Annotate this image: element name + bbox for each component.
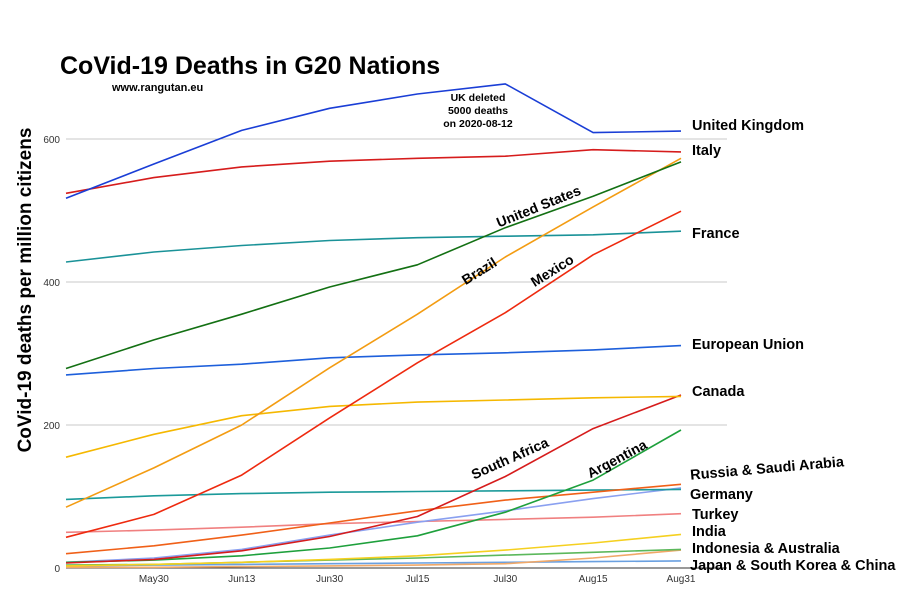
end-label-india: India [692, 524, 726, 540]
uk-annotation: UK deleted 5000 deaths on 2020-08-12 [428, 92, 528, 131]
end-label-united-kingdom: United Kingdom [692, 118, 804, 134]
series-line [65, 230, 682, 263]
series-line [65, 395, 682, 458]
series-line [65, 148, 682, 195]
end-label-italy: Italy [692, 143, 722, 159]
y-tick-label: 400 [43, 278, 60, 289]
annotation-line: UK deleted [450, 92, 506, 104]
x-tick-label: Aug15 [579, 574, 608, 585]
series-line [65, 483, 682, 555]
y-tick-label: 600 [43, 135, 60, 146]
x-tick-label: May30 [139, 574, 169, 585]
chart-subtitle: www.rangutan.eu [112, 82, 204, 94]
series-line [65, 161, 682, 370]
series-line [65, 394, 682, 564]
y-tick-label: 200 [43, 421, 60, 432]
end-label-european-union: European Union [692, 337, 804, 353]
x-tick-label: Aug31 [667, 574, 696, 585]
x-tick-label: Jun13 [228, 574, 256, 585]
series-line [65, 487, 682, 564]
series-line [65, 429, 682, 564]
series-line [65, 488, 682, 501]
series-line [65, 560, 682, 567]
series-line [65, 344, 682, 376]
series-line [65, 157, 682, 508]
annotation-line: 5000 deaths [447, 105, 509, 117]
end-label-indonesia-australia: Indonesia & Australia [692, 541, 840, 557]
x-tick-label: Jun30 [316, 574, 344, 585]
x-tick-label: Jul30 [493, 574, 517, 585]
y-tick-label: 0 [54, 564, 60, 575]
series-line [66, 549, 682, 569]
y-axis-label: CoVid-19 deaths per million citizens [15, 127, 36, 453]
series-line [65, 512, 682, 534]
annotation-line: on 2020-08-12 [443, 118, 513, 130]
end-label-turkey: Turkey [692, 507, 739, 523]
end-label-france: France [692, 226, 740, 242]
end-label-canada: Canada [692, 384, 745, 400]
end-label-germany: Germany [690, 487, 753, 503]
series-line [65, 210, 682, 539]
x-tick-label: Jul15 [405, 574, 429, 585]
series-line [65, 83, 682, 200]
end-label-japan-korea-china: Japan & South Korea & China [690, 558, 896, 574]
series-line [65, 533, 682, 567]
chart-title: CoVid-19 Deaths in G20 Nations [60, 52, 441, 80]
